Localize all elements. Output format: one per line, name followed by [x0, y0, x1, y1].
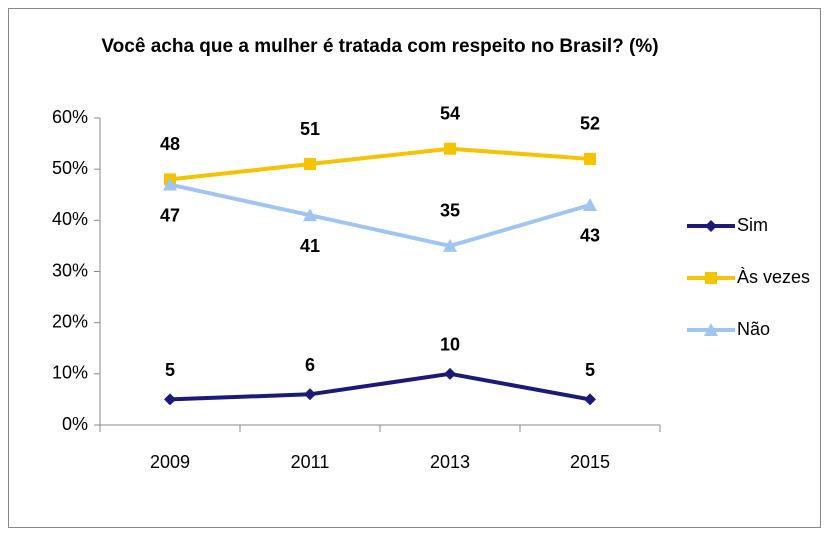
data-point [304, 388, 316, 401]
y-tick-label: 30% [52, 260, 88, 280]
x-tick-label: 2013 [430, 452, 470, 472]
series-line [169, 371, 591, 402]
legend-marker [705, 220, 717, 232]
chart-border [8, 8, 821, 528]
series-line [169, 182, 591, 248]
chart-title: Você acha que a mulher é tratada com res… [101, 36, 659, 57]
data-label: 41 [300, 236, 320, 256]
data-label: 54 [440, 103, 460, 123]
data-label: 5 [585, 360, 595, 380]
data-point [304, 158, 316, 171]
data-point [164, 393, 176, 406]
y-tick-label: 50% [52, 158, 88, 178]
legend-marker [705, 272, 717, 284]
legend-marker [704, 323, 718, 336]
data-point [584, 393, 596, 406]
data-label: 10 [440, 335, 460, 355]
data-point [444, 142, 456, 155]
legend-label: Sim [737, 215, 768, 235]
data-point [163, 177, 177, 191]
data-point [444, 367, 456, 380]
y-tick-label: 10% [52, 363, 88, 383]
data-label: 43 [580, 226, 600, 246]
x-tick-label: 2009 [150, 452, 190, 472]
legend-label: Às vezes [737, 267, 810, 287]
legend-label: Não [737, 319, 770, 339]
data-label: 35 [440, 201, 460, 221]
data-label: 6 [305, 355, 315, 375]
y-tick-label: 0% [62, 414, 88, 434]
data-label: 47 [160, 205, 180, 225]
series-line [169, 146, 591, 182]
x-tick-label: 2011 [291, 452, 330, 472]
data-point [584, 152, 596, 165]
data-label: 5 [165, 360, 175, 380]
data-point [583, 197, 597, 211]
data-label: 48 [160, 134, 180, 154]
y-tick-label: 40% [52, 209, 88, 229]
x-tick-label: 2015 [570, 452, 610, 472]
data-point [443, 238, 457, 252]
data-point [303, 208, 317, 222]
y-tick-label: 20% [52, 311, 88, 331]
y-tick-label: 60% [52, 107, 88, 127]
data-label: 51 [300, 119, 320, 139]
data-label: 52 [580, 114, 600, 134]
